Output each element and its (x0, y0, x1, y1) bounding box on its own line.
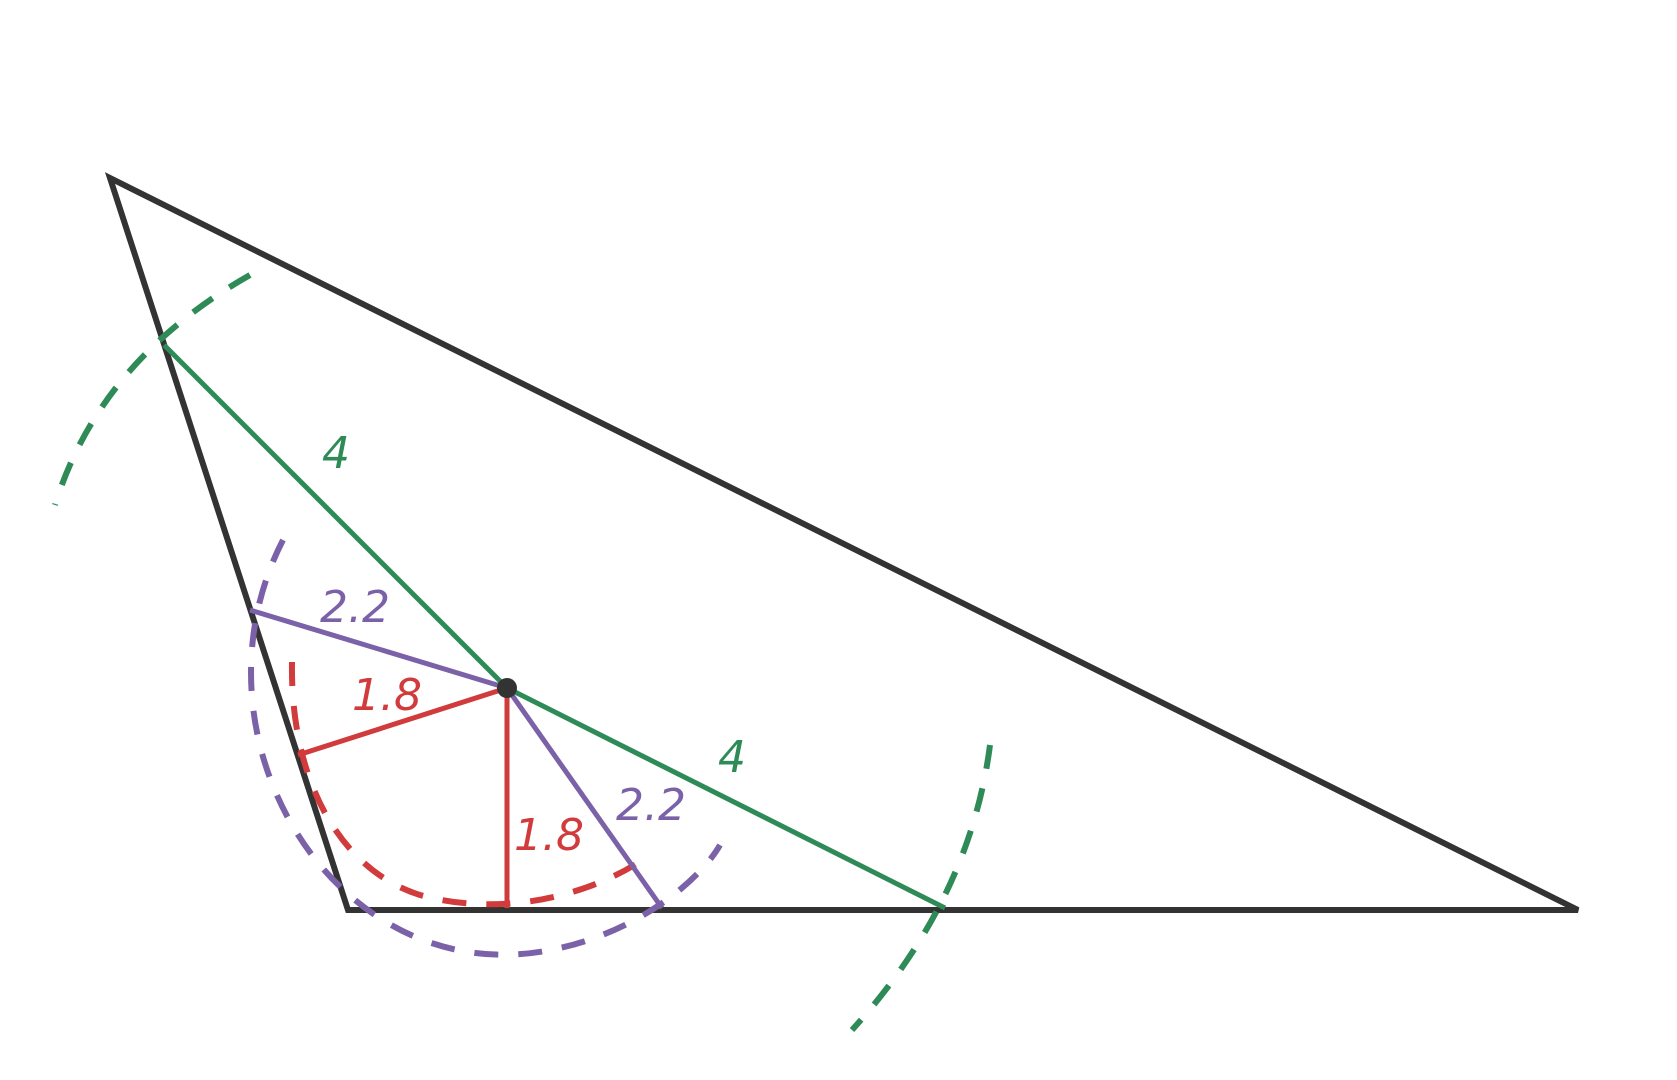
center-point (497, 678, 517, 698)
label-purple-left: 2.2 (320, 582, 390, 633)
label-purple-right: 2.2 (616, 780, 686, 831)
red-segment-left (297, 685, 508, 758)
green-segment-lower (505, 685, 947, 911)
purple-arc (248, 538, 723, 958)
green-arc-upper (52, 272, 252, 506)
green-segment-upper (162, 343, 509, 690)
label-green-upper: 4 (322, 428, 350, 479)
red-arc (288, 661, 647, 908)
green-arc-lower (849, 744, 993, 1033)
label-green-lower: 4 (718, 732, 746, 783)
label-red-down: 1.8 (514, 810, 584, 861)
triangle (104, 172, 1580, 913)
purple-segment-left (249, 607, 508, 691)
purple-segment-right (504, 686, 665, 910)
label-red-left: 1.8 (352, 670, 422, 721)
